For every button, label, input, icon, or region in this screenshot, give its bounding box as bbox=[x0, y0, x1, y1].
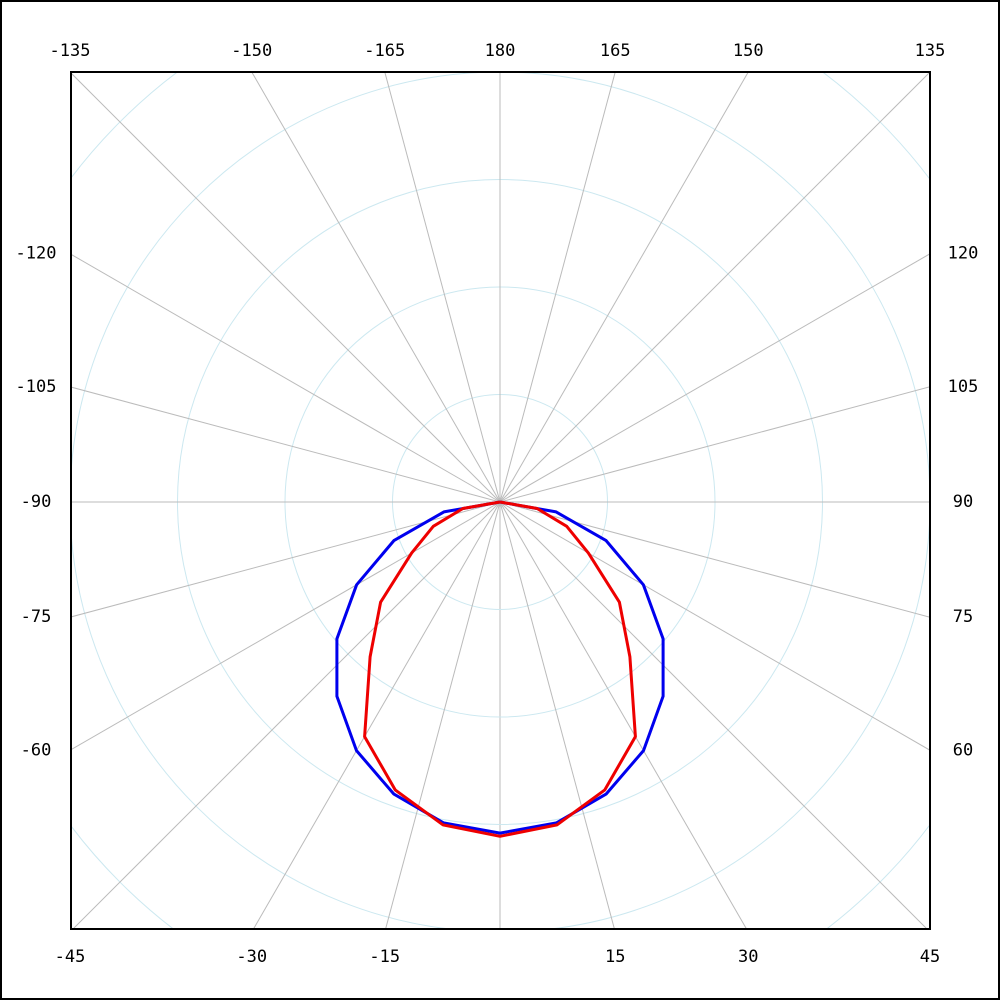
grid-spoke bbox=[385, 501, 501, 929]
grid-spoke bbox=[499, 253, 930, 503]
grid-spoke bbox=[384, 72, 501, 503]
angle-tick-label: 90 bbox=[953, 492, 973, 512]
angle-tick-label: 135 bbox=[915, 41, 946, 61]
series-curve bbox=[335, 500, 665, 835]
series-curve bbox=[363, 500, 637, 838]
angle-tick-label: -15 bbox=[369, 947, 400, 967]
grid-spoke bbox=[499, 386, 930, 503]
angle-tick-label: 120 bbox=[948, 244, 979, 264]
grid-spoke bbox=[499, 501, 615, 929]
angle-tick-label: -120 bbox=[16, 244, 57, 264]
grid-spoke bbox=[252, 501, 501, 929]
grid-spoke bbox=[499, 72, 616, 503]
curves bbox=[335, 500, 665, 838]
angle-tick-label: -90 bbox=[21, 492, 52, 512]
angle-tick-label: -45 bbox=[55, 947, 86, 967]
grid-spoke bbox=[499, 72, 930, 503]
grid-spoke bbox=[499, 501, 748, 929]
grid-spoke bbox=[251, 72, 501, 503]
grid-spoke bbox=[71, 72, 501, 503]
grid-spoke bbox=[499, 501, 930, 751]
angle-tick-label: -105 bbox=[16, 377, 57, 397]
plot-frame bbox=[70, 71, 931, 930]
angle-tick-label: 105 bbox=[948, 377, 979, 397]
angle-tick-label: -30 bbox=[236, 947, 267, 967]
grid-spoke bbox=[499, 72, 749, 503]
grid-spoke bbox=[71, 501, 501, 751]
angle-tick-label: 180 bbox=[485, 41, 516, 61]
angle-tick-label: 75 bbox=[953, 607, 973, 627]
angle-tick-label: 165 bbox=[600, 41, 631, 61]
angle-tick-label: -60 bbox=[21, 740, 52, 760]
angle-tick-label: 45 bbox=[920, 947, 940, 967]
angle-tick-label: 15 bbox=[605, 947, 625, 967]
angle-tick-label: 60 bbox=[953, 740, 973, 760]
angle-tick-label: -75 bbox=[21, 607, 52, 627]
angle-tick-label: -165 bbox=[364, 41, 405, 61]
angle-tick-label: -135 bbox=[50, 41, 91, 61]
grid-spoke bbox=[499, 501, 928, 929]
grid-spoke bbox=[72, 501, 501, 929]
grid-spoke bbox=[71, 386, 501, 503]
angle-tick-label: 150 bbox=[733, 41, 764, 61]
labels: -135 -150 -165 180 165 150 135 -120 -105 -90 -75 -6… bbox=[16, 41, 979, 967]
angle-tick-label: -150 bbox=[231, 41, 272, 61]
grid-spoke bbox=[71, 253, 501, 503]
angle-tick-label: 30 bbox=[738, 947, 758, 967]
